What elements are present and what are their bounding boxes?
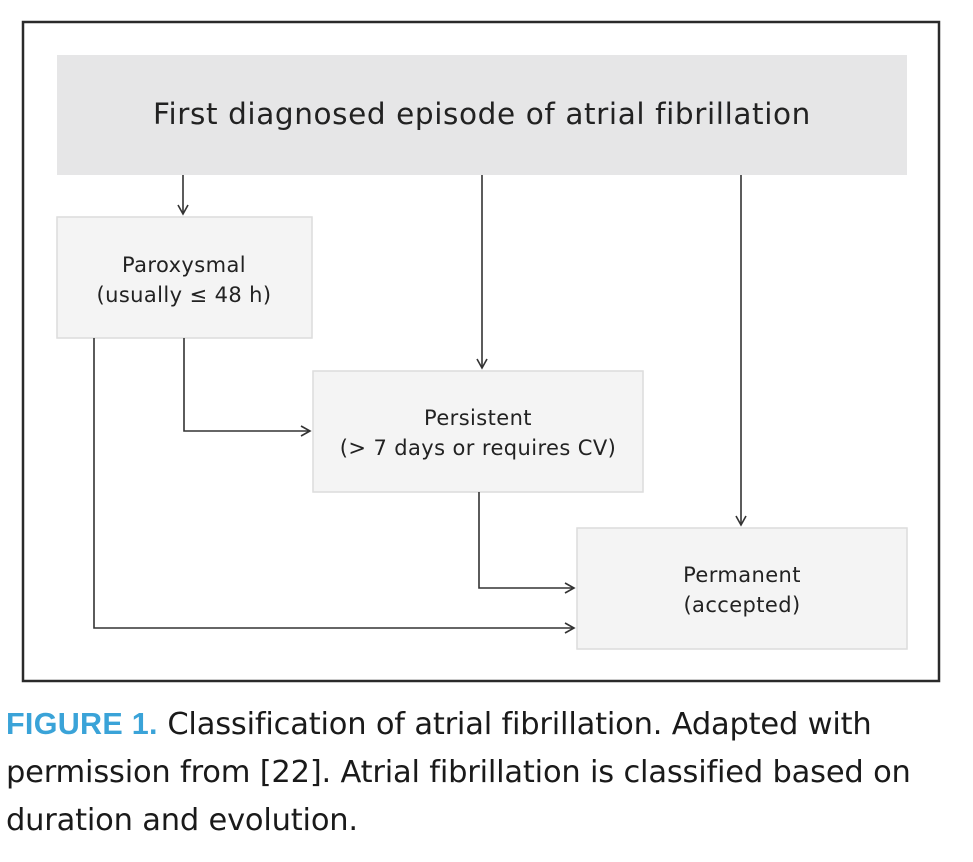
first-diagnosed-label: First diagnosed episode of atrial fibril… — [153, 97, 811, 131]
persistent-sublabel: (> 7 days or requires CV) — [340, 436, 616, 460]
figure-frame — [21, 20, 941, 683]
permanent-sublabel: (accepted) — [683, 593, 800, 617]
arrow-paroxysmal-to-permanent — [93, 338, 576, 634]
paroxysmal-sublabel: (usually ≤ 48 h) — [97, 283, 272, 307]
arrow-paroxysmal-to-persistent — [183, 338, 312, 437]
caption-text: Classification of atrial fibrillation. A… — [6, 707, 911, 838]
arrow-persistent-to-permanent — [478, 492, 576, 594]
af-classification-diagram: First diagnosed episode of atrial fibril… — [21, 20, 941, 683]
persistent-label: Persistent — [424, 406, 532, 430]
figure-label: FIGURE 1. — [6, 707, 158, 741]
figure-caption: FIGURE 1. Classification of atrial fibri… — [6, 700, 968, 845]
paroxysmal-label: Paroxysmal — [122, 253, 246, 277]
persistent-box — [312, 370, 644, 493]
permanent-box — [576, 527, 908, 650]
first-diagnosed-box — [57, 55, 907, 175]
permanent-label: Permanent — [683, 563, 801, 587]
paroxysmal-box — [56, 216, 313, 339]
